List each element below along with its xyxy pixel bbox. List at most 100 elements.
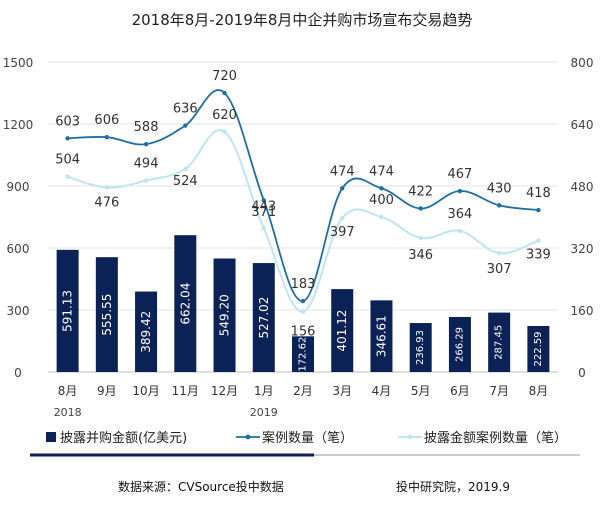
case-count-label: 603 (55, 114, 80, 129)
disclosed-cases-point (222, 129, 227, 134)
bar-value-label: 266.29 (454, 327, 465, 362)
disclosed-cases-point (104, 185, 110, 190)
y-right-tick-label: 320 (571, 242, 594, 256)
bar (174, 235, 197, 372)
y-left-tick-label: 300 (7, 304, 30, 318)
x-tick-label: 3月 (332, 384, 352, 398)
disclosed-cases-line (67, 128, 539, 313)
x-tick-label: 12月 (211, 384, 238, 398)
disclosed-cases-point (536, 238, 541, 243)
case-count-point (457, 188, 463, 194)
y-left-tick-label: 1500 (3, 56, 34, 70)
bar (252, 263, 275, 372)
disclosed-cases-point (183, 166, 188, 172)
y-right-tick-label: 800 (571, 56, 594, 70)
case-count-label: 606 (94, 113, 119, 128)
bar-value-label: 287.45 (494, 325, 505, 360)
bar (448, 316, 471, 372)
disclosed-cases-label: 400 (369, 193, 394, 208)
y-left-tick-label: 0 (14, 366, 22, 380)
disclosed-cases-label: 494 (134, 157, 159, 172)
legend-bar-swatch (46, 432, 56, 442)
case-count-point (379, 186, 384, 191)
disclosed-cases-label: 346 (408, 248, 433, 263)
case-count-label: 467 (448, 167, 473, 182)
y-right-tick-label: 0 (578, 366, 586, 380)
bar (56, 249, 79, 372)
disclosed-cases-label: 504 (55, 153, 80, 168)
bar-value-label: 389.42 (139, 311, 153, 353)
disclosed-cases-point (261, 226, 266, 231)
case-count-label: 474 (330, 164, 355, 179)
x-tick-label: 9月 (97, 384, 117, 398)
case-count-label: 720 (212, 69, 237, 84)
x-tick-label: 6月 (450, 384, 470, 398)
y-right-tick-label: 480 (571, 180, 594, 194)
x-tick-label: 4月 (372, 384, 392, 398)
bar (331, 289, 354, 372)
case-count-label: 422 (408, 184, 433, 199)
disclosed-cases-point (496, 250, 502, 256)
legend-case-count-label: 案例数量（笔） (262, 430, 353, 446)
case-count-point (65, 136, 70, 141)
case-count-point (418, 206, 423, 211)
x-tick-label: 2月 (293, 384, 313, 398)
x-tick-label: 11月 (172, 384, 199, 398)
y-left-tick-label: 900 (7, 180, 30, 194)
disclosed-cases-label: 524 (173, 174, 198, 189)
case-count-point (536, 207, 541, 213)
bar (292, 336, 314, 372)
y-right-tick-label: 640 (571, 118, 594, 132)
publisher-credit: 投中研究院，2019.9 (396, 480, 510, 494)
disclosed-cases-point (418, 235, 423, 241)
case-count-point (300, 298, 306, 304)
case-count-label: 588 (134, 120, 159, 135)
case-count-label: 418 (526, 186, 551, 201)
case-count-label: 636 (173, 102, 198, 117)
disclosed-cases-label: 364 (448, 207, 473, 222)
disclosed-cases-label: 156 (291, 325, 316, 340)
disclosed-cases-point (340, 215, 345, 221)
bar (409, 323, 432, 372)
x-tick-label: 5月 (411, 384, 431, 398)
data-source-note: 数据来源：CVSource投中数据 (118, 480, 284, 494)
case-count-label: 183 (291, 277, 316, 292)
bar-value-label: 346.61 (374, 315, 388, 357)
disclosed-cases-point (143, 178, 149, 183)
bar (135, 291, 158, 372)
disclosed-cases-point (300, 309, 306, 314)
year-label: 2019 (250, 406, 278, 419)
case-count-point (222, 90, 227, 96)
bar (370, 300, 393, 372)
disclosed-cases-label: 476 (94, 196, 119, 211)
bar-value-label: 401.12 (335, 310, 349, 352)
bar (95, 257, 118, 372)
bar-value-label: 591.13 (61, 290, 75, 332)
bar-value-label: 662.04 (178, 283, 192, 325)
legend-bar-label: 披露并购金额(亿美元) (60, 430, 187, 446)
legend-disclosed-marker (407, 434, 413, 440)
disclosed-cases-label: 397 (330, 225, 355, 240)
x-tick-label: 10月 (132, 384, 159, 398)
case-count-point (104, 134, 110, 140)
case-count-point (340, 186, 345, 191)
y-left-tick-label: 600 (7, 242, 30, 256)
legend-disclosed-label: 披露金额案例数量（笔） (424, 430, 567, 446)
bar-value-label: 527.02 (257, 297, 271, 339)
case-count-point (143, 141, 149, 147)
case-count-point (261, 198, 266, 203)
disclosed-cases-point (65, 174, 70, 179)
disclosed-cases-point (379, 214, 384, 220)
bar (488, 312, 511, 372)
bar-value-label: 236.93 (415, 330, 426, 365)
case-count-label: 443 (251, 199, 276, 214)
y-right-tick-label: 160 (571, 304, 594, 318)
legend-case-count-marker (245, 434, 251, 440)
chart-title: 2018年8月-2019年8月中企并购市场宣布交易趋势 (132, 11, 473, 29)
bar-value-label: 222.59 (533, 331, 544, 366)
x-tick-label: 8月 (58, 384, 78, 398)
case-count-point (496, 203, 502, 208)
disclosed-cases-point (457, 228, 463, 234)
bar-value-label: 172.62 (298, 337, 309, 372)
